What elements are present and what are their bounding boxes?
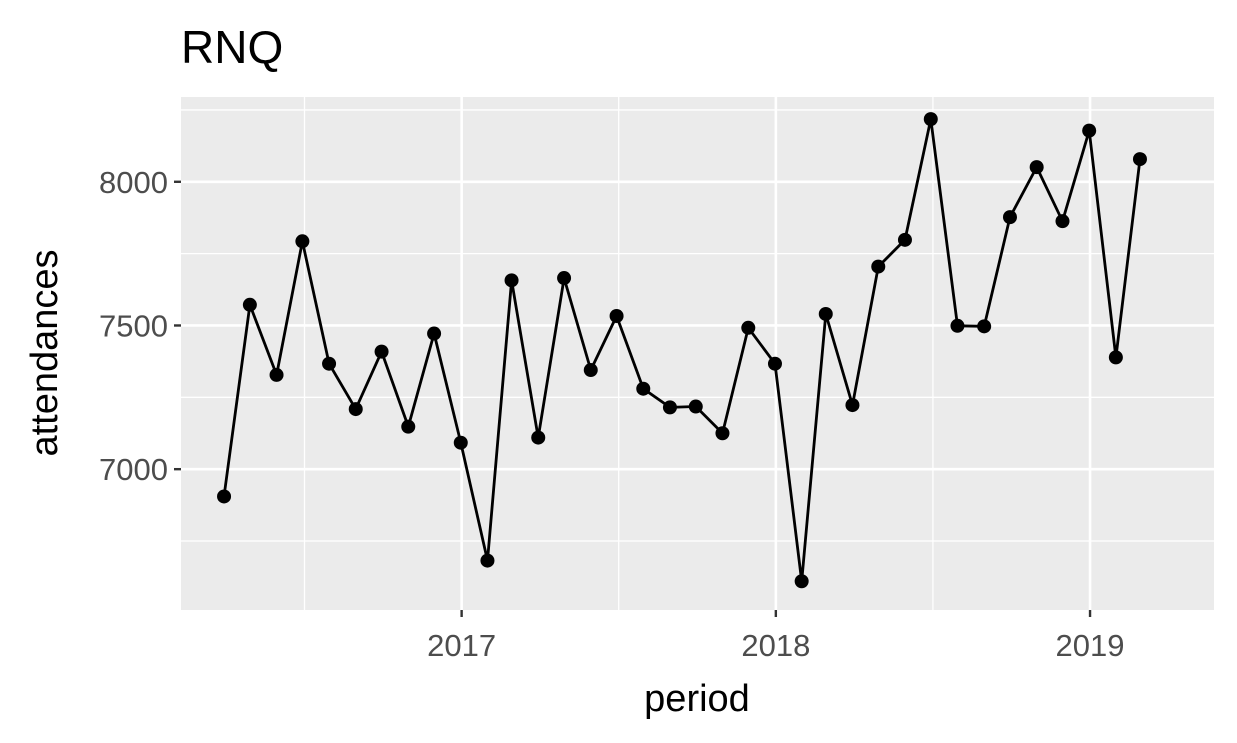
data-point [557,271,572,286]
data-point [583,363,598,378]
data-point [401,419,416,434]
x-tick-label: 2018 [741,628,810,663]
data-point [977,319,992,334]
data-point [504,273,519,288]
data-point [1029,160,1044,175]
data-point [242,297,257,312]
y-tick-label: 8000 [99,165,168,200]
y-tick-label: 7000 [99,452,168,487]
data-point [923,112,938,127]
major-x-gridlines [460,97,1092,610]
data-point [794,574,809,589]
x-axis: 2017 2018 2019 [427,610,1125,663]
data-point [480,553,495,568]
major-y-gridlines [181,180,1214,471]
data-point [741,320,756,335]
data-point [1082,123,1097,138]
x-axis-title: period [644,678,750,720]
data-point [845,398,860,413]
data-point [688,399,703,414]
data-point [715,426,730,441]
data-points [217,112,1147,589]
data-point [531,430,546,445]
data-point [322,356,337,371]
y-axis: 7000 7500 8000 [99,165,181,487]
data-point [1055,214,1070,229]
data-point [217,489,232,504]
data-point [1002,210,1017,225]
data-point [662,400,677,415]
data-point [453,435,468,450]
minor-y-gridlines [181,109,1214,542]
plot-panel [181,97,1214,610]
y-axis-title: attendances [24,249,66,456]
x-tick-label: 2017 [427,628,496,663]
data-point [897,232,912,247]
attendances-line [222,117,1142,583]
data-point [950,318,965,333]
x-tick-label: 2019 [1056,628,1125,663]
chart-title: RNQ [181,21,283,73]
data-point [295,234,310,249]
data-point [818,306,833,321]
data-point [609,308,624,323]
data-point [636,381,651,396]
data-point [1108,350,1123,365]
data-point [374,344,389,359]
y-tick-label: 7500 [99,308,168,343]
data-point [427,326,442,341]
data-point [767,356,782,371]
data-point [348,402,363,417]
data-point [1132,152,1147,167]
data-point [269,367,284,382]
data-point [871,259,886,274]
